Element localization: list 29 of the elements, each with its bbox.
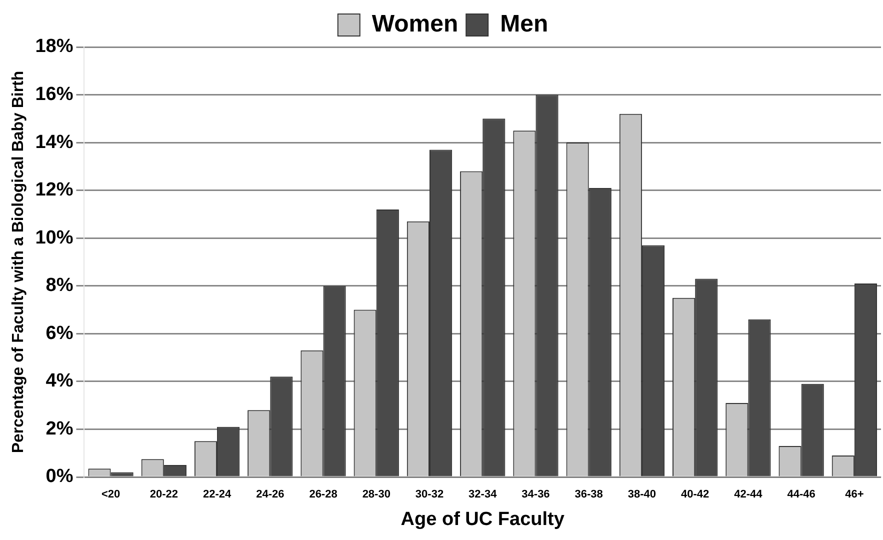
x-tick-label: <20 (101, 488, 120, 501)
y-axis-title: Percentage of Faculty with a Biological Baby Birth (10, 70, 28, 454)
x-tick-label: 24-26 (256, 488, 284, 501)
y-tick-label: 8% (46, 275, 74, 296)
x-tick-label: 44-46 (787, 488, 816, 501)
y-tick-label: 18% (35, 36, 74, 58)
x-tick-label: 28-30 (362, 488, 390, 501)
y-tick-label: 6% (46, 322, 74, 344)
x-tick-label: 30-32 (415, 488, 444, 501)
y-tick-label: 12% (35, 180, 74, 201)
x-tick-label: 34-36 (522, 488, 550, 501)
x-tick-label: 26-28 (309, 488, 338, 501)
x-tick-label: 40-42 (681, 488, 710, 501)
x-axis-title: Age of UC Faculty (400, 508, 565, 530)
x-tick-label: 36-38 (574, 488, 603, 501)
x-tick-label: 20-22 (150, 488, 178, 501)
y-tick-label: 16% (35, 84, 74, 106)
y-tick-label: 2% (46, 418, 74, 440)
y-tick-label: 4% (46, 370, 74, 392)
x-tick-label: 38-40 (628, 488, 656, 501)
legend-label: Men (500, 10, 548, 38)
x-tick-label: 46+ (845, 488, 864, 501)
x-tick-label: 42-44 (734, 488, 764, 501)
x-tick-label: 32-34 (468, 488, 498, 501)
y-tick-label: 10% (35, 227, 74, 248)
x-tick-label: 22-24 (202, 488, 232, 501)
y-tick-label: 0% (46, 466, 74, 488)
legend-label: Women (372, 10, 458, 38)
y-tick-label: 14% (35, 132, 74, 153)
